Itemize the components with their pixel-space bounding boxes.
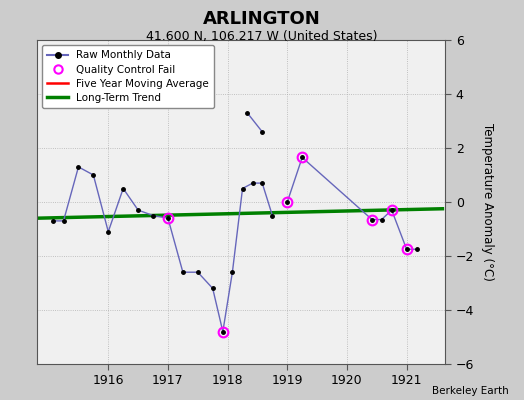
- Text: ARLINGTON: ARLINGTON: [203, 10, 321, 28]
- Legend: Raw Monthly Data, Quality Control Fail, Five Year Moving Average, Long-Term Tren: Raw Monthly Data, Quality Control Fail, …: [42, 45, 214, 108]
- Text: 41.600 N, 106.217 W (United States): 41.600 N, 106.217 W (United States): [146, 30, 378, 43]
- Y-axis label: Temperature Anomaly (°C): Temperature Anomaly (°C): [481, 123, 494, 281]
- Text: Berkeley Earth: Berkeley Earth: [432, 386, 508, 396]
